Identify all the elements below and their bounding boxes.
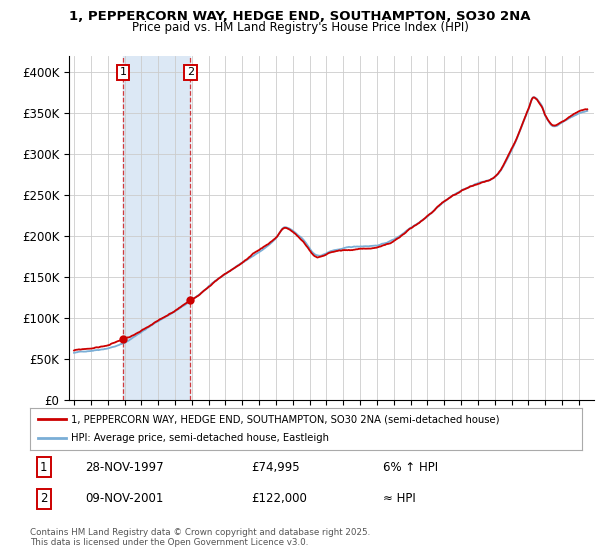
Text: 6% ↑ HPI: 6% ↑ HPI (383, 461, 439, 474)
Text: Contains HM Land Registry data © Crown copyright and database right 2025.
This d: Contains HM Land Registry data © Crown c… (30, 528, 370, 547)
Text: ≈ HPI: ≈ HPI (383, 492, 416, 505)
Text: HPI: Average price, semi-detached house, Eastleigh: HPI: Average price, semi-detached house,… (71, 433, 329, 444)
Text: 1: 1 (119, 67, 127, 77)
Text: 28-NOV-1997: 28-NOV-1997 (85, 461, 164, 474)
Text: 1, PEPPERCORN WAY, HEDGE END, SOUTHAMPTON, SO30 2NA: 1, PEPPERCORN WAY, HEDGE END, SOUTHAMPTO… (69, 10, 531, 23)
Text: £122,000: £122,000 (251, 492, 307, 505)
Bar (123, 56, 190, 400)
Text: 2: 2 (40, 492, 47, 505)
Text: 1: 1 (40, 461, 47, 474)
Text: £74,995: £74,995 (251, 461, 299, 474)
Text: 2: 2 (187, 67, 194, 77)
Text: Price paid vs. HM Land Registry's House Price Index (HPI): Price paid vs. HM Land Registry's House … (131, 21, 469, 34)
Text: 1, PEPPERCORN WAY, HEDGE END, SOUTHAMPTON, SO30 2NA (semi-detached house): 1, PEPPERCORN WAY, HEDGE END, SOUTHAMPTO… (71, 414, 500, 424)
Text: 09-NOV-2001: 09-NOV-2001 (85, 492, 164, 505)
